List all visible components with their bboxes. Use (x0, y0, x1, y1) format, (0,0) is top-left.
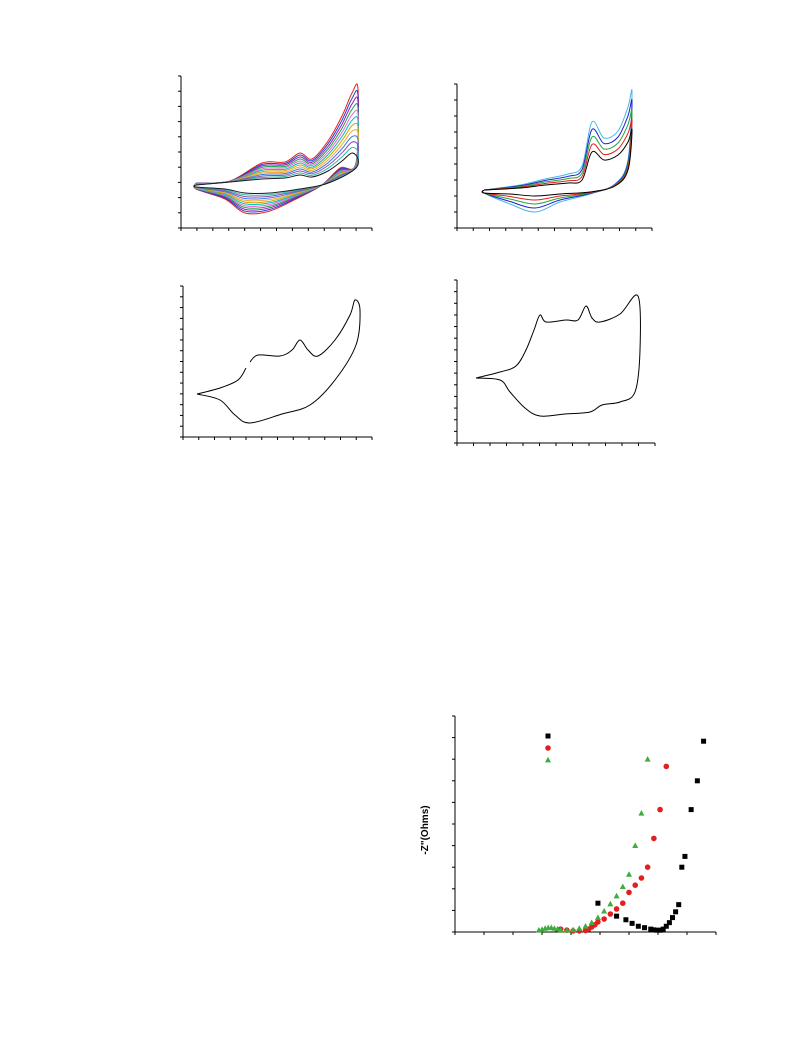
tr-series-line (481, 118, 633, 201)
panel-bottom-left (180, 285, 373, 440)
ny-series2-point (607, 911, 614, 917)
panel-top-left (178, 75, 373, 231)
ny-series2-point (644, 864, 651, 870)
ny-series1-point (694, 778, 700, 784)
ny-series2-point (613, 906, 620, 912)
tl-series-line (193, 83, 359, 215)
ny-series1-point (623, 917, 629, 923)
ny-legend-marker (545, 733, 551, 739)
ny-series3-point (644, 756, 651, 762)
tl-series-line (193, 116, 359, 206)
tl-series-line (193, 141, 359, 198)
ny-series2-point (663, 763, 670, 770)
tl-series-line (193, 122, 359, 204)
ny-series2-point (601, 916, 607, 922)
tr-series-line (481, 89, 633, 213)
ny-series3-point (632, 842, 639, 848)
bl-series-line-return (196, 299, 361, 424)
ny-series2-point (657, 806, 663, 813)
tr-series-line (481, 128, 633, 197)
ny-legend-marker (545, 745, 551, 751)
ny-series1-point (648, 926, 654, 932)
ny-series1-point (679, 864, 685, 870)
ny-series3-point (582, 923, 589, 929)
ny-series3-point (601, 907, 608, 914)
tr-series-line (481, 99, 633, 209)
ny-series3-point (557, 926, 564, 933)
tl-series-line (193, 109, 359, 207)
ny-series3-point (613, 892, 620, 899)
ny-series3-point (563, 927, 570, 933)
ny-series3-point (570, 926, 577, 933)
ny-series2-point (632, 882, 639, 888)
ny-series1-point (635, 923, 641, 929)
tl-series-line (193, 96, 359, 211)
ny-series1-point (666, 920, 672, 926)
ny-series1-point (642, 925, 648, 931)
tl-series-line (193, 89, 359, 213)
ny-series1-point (676, 902, 682, 908)
ny-series2-point (619, 900, 626, 906)
ny-series2-point (638, 875, 645, 881)
ny-series3-point (576, 925, 583, 931)
ny-series1-point (595, 900, 601, 906)
tl-series-line (193, 128, 359, 202)
ny-series1-point (673, 909, 679, 915)
ny-series1-point (654, 927, 660, 933)
ny-series3-point (588, 919, 595, 926)
tl-series-line (193, 135, 359, 200)
ny-series1-point (657, 927, 663, 933)
br-series-line (475, 294, 641, 417)
ny-series1-point (682, 853, 688, 859)
tl-series-line (193, 152, 359, 195)
ny-series1-point (629, 920, 635, 926)
ny-series1-point (688, 807, 694, 813)
ny-series1-point (660, 926, 666, 932)
panel-bottom-right (454, 279, 656, 446)
ny-series3-point (619, 883, 626, 890)
tr-series-line (481, 108, 633, 205)
ny-series1-point (651, 927, 657, 933)
ny-series2-point (595, 919, 601, 925)
ny-legend-marker (545, 756, 551, 763)
ny-series2-point (651, 835, 657, 842)
panel-nyquist (452, 715, 717, 935)
ny-series1-point (701, 738, 707, 744)
ny-series2-point (626, 889, 632, 896)
panel-top-right (454, 83, 653, 231)
ny-series3-point (607, 900, 614, 907)
bl-series-line (196, 367, 247, 395)
tl-series-line (193, 146, 359, 196)
tl-series-line (193, 103, 359, 209)
ny-series1-point (663, 923, 669, 929)
ny-series3-point (594, 914, 601, 920)
ny-series3-point (638, 810, 645, 816)
ny-series3-point (626, 871, 632, 877)
ny-series1-point (614, 913, 620, 919)
nyquist-y-axis-label: -Z"(Ohms) (420, 805, 431, 854)
ny-series1-point (670, 915, 675, 921)
